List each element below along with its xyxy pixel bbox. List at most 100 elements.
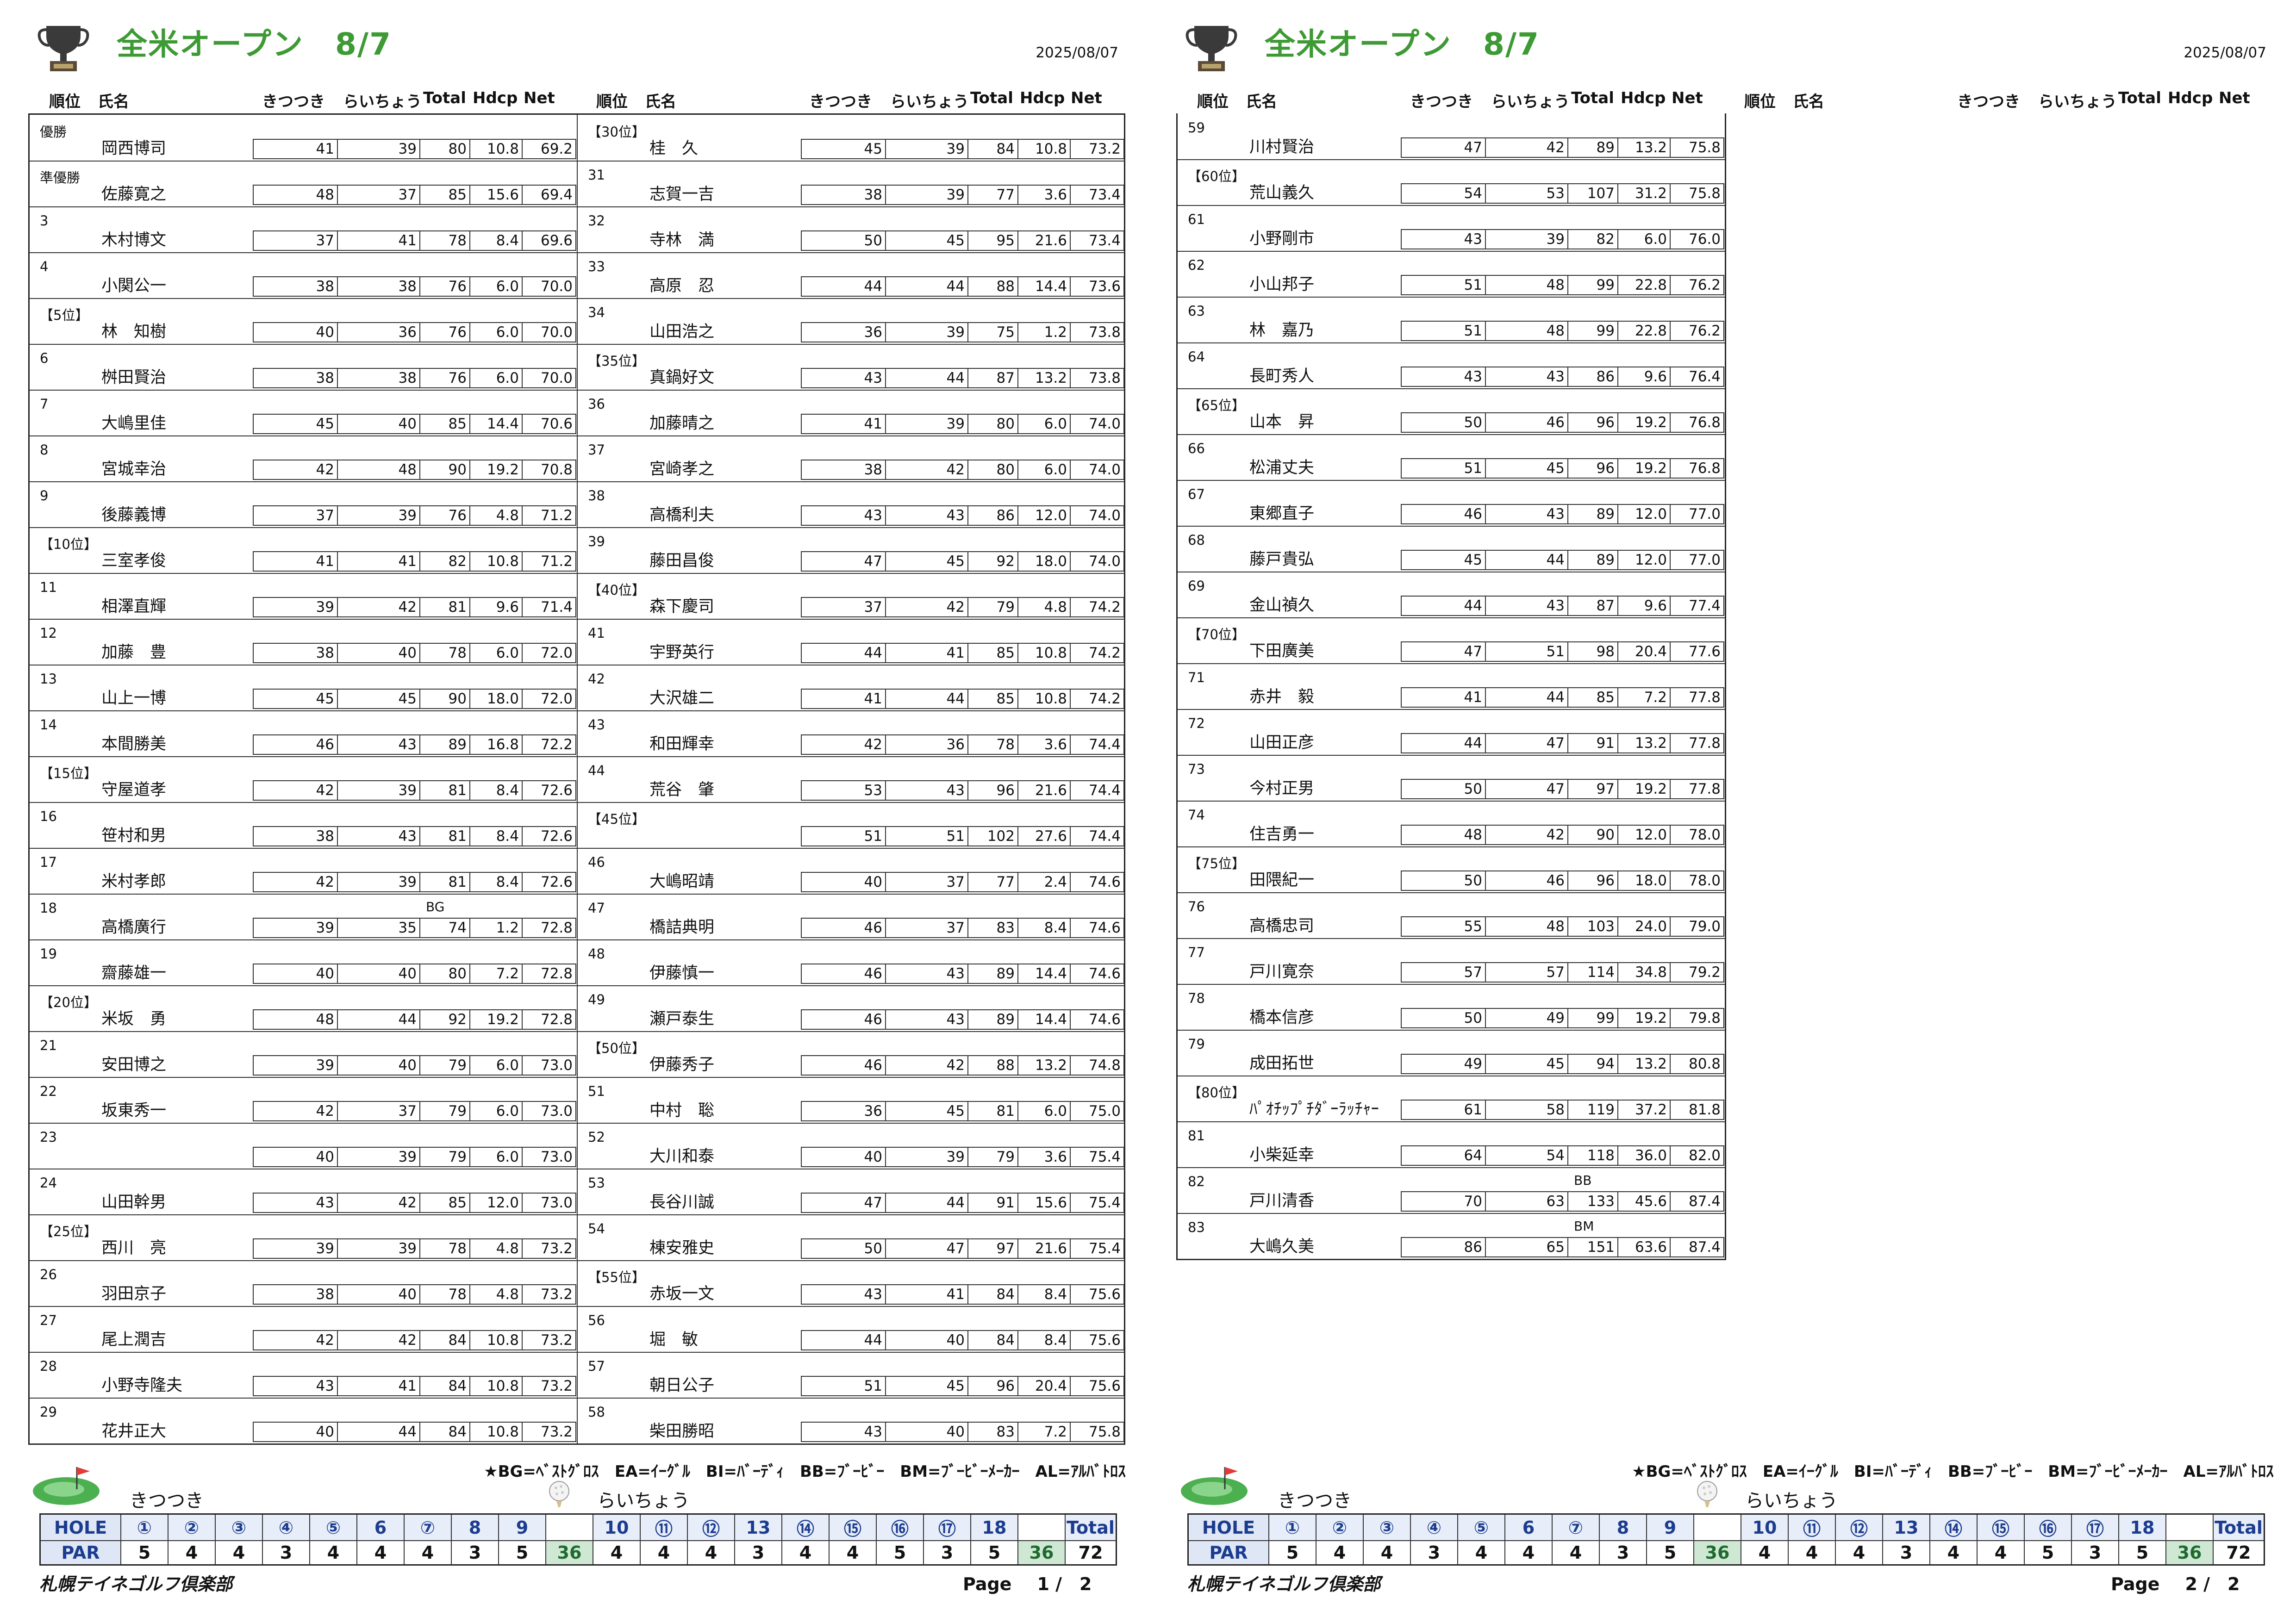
player-name: 相澤直輝 xyxy=(101,597,167,616)
table-row: 18 高橋廣行 BG 39 35 74 1.2 72.8 xyxy=(30,894,577,940)
score-cells: 48 37 85 15.6 69.4 xyxy=(253,185,576,205)
score-cells: 39 35 74 1.2 72.8 xyxy=(253,918,576,938)
rank-cell: 33 xyxy=(588,259,605,274)
in-score: 40 xyxy=(338,964,420,983)
out-score: 40 xyxy=(254,1148,338,1166)
out-score: 53 xyxy=(802,781,886,800)
hole-par-table: HOLE ① ② ③ ④ ⑤ 6 ⑦ 8 9 10 ⑪ ⑫ 13 ⑭ ⑮ ⑯ ⑰ 18 Total PAR 5 4 4 3 4 4 4… xyxy=(1187,1513,2265,1566)
total-score: 102 xyxy=(968,827,1018,846)
hole-par: 3 xyxy=(262,1540,310,1566)
handicap: 21.6 xyxy=(1018,781,1071,800)
hole-par: 5 xyxy=(970,1540,1018,1566)
table-row: 27 尾上潤吉 42 42 84 10.8 73.2 xyxy=(30,1306,577,1353)
total-score: 78 xyxy=(420,1239,470,1258)
handicap: 45.6 xyxy=(1618,1192,1671,1211)
table-row: 【75位】 田隈紀一 50 46 96 18.0 78.0 xyxy=(1178,846,1725,893)
total-label: Total xyxy=(1065,1513,1117,1541)
table-row: 68 藤戸貴弘 45 44 89 12.0 77.0 xyxy=(1178,526,1725,572)
net-score: 76.0 xyxy=(1688,231,1721,248)
score-cells: 51 48 99 22.8 76.2 xyxy=(1401,321,1724,341)
net-score: 75.0 xyxy=(1088,1103,1121,1119)
handicap: 4.8 xyxy=(470,1285,523,1304)
handicap: 6.0 xyxy=(470,1102,523,1120)
out-score: 41 xyxy=(802,690,886,708)
in-score: 39 xyxy=(886,323,968,342)
out-score: 44 xyxy=(802,1331,886,1349)
table-row: 59 川村賢治 47 42 89 13.2 75.8 xyxy=(1178,113,1725,160)
handicap: 6.0 xyxy=(470,277,523,296)
score-cells: 42 39 81 8.4 72.6 xyxy=(253,872,576,892)
header-in: らいちょう xyxy=(1491,93,1570,111)
out-score: 42 xyxy=(254,781,338,800)
out-score: 45 xyxy=(254,690,338,708)
table-row: 【55位】 赤坂一文 43 41 84 8.4 75.6 xyxy=(578,1260,1125,1307)
hole-number: ② xyxy=(168,1513,216,1541)
in-score: 36 xyxy=(338,323,420,342)
net-score: 73.0 xyxy=(540,1194,573,1211)
rank-cell: 78 xyxy=(1188,990,1205,1006)
total-score: 97 xyxy=(968,1239,1018,1258)
handicap: 10.8 xyxy=(470,140,523,158)
hole-number: ⑫ xyxy=(687,1513,735,1541)
score-cells: 47 42 89 13.2 75.8 xyxy=(1401,137,1724,158)
in-score: 44 xyxy=(1486,688,1568,707)
net-score: 73.6 xyxy=(1088,278,1121,295)
handicap: 19.2 xyxy=(470,1010,523,1029)
header-hdcp: Hdcp xyxy=(1621,89,1666,107)
table-row: 67 東郷直子 46 43 89 12.0 77.0 xyxy=(1178,480,1725,527)
out-score: 61 xyxy=(1402,1101,1486,1119)
table-row: 57 朝日公子 51 45 96 20.4 75.6 xyxy=(578,1352,1125,1399)
in-score: 43 xyxy=(886,1010,968,1029)
rank-cell: 82 xyxy=(1188,1174,1205,1189)
score-cells: 36 45 81 6.0 75.0 xyxy=(801,1101,1124,1121)
header-hdcp: Hdcp xyxy=(2168,89,2213,107)
out-score: 51 xyxy=(1402,276,1486,294)
in-score: 41 xyxy=(886,1285,968,1304)
net-score: 74.6 xyxy=(1088,874,1121,890)
player-name: 住吉勇一 xyxy=(1249,825,1315,844)
handicap: 8.4 xyxy=(470,827,523,846)
handicap: 10.8 xyxy=(1018,644,1071,662)
total-score: 107 xyxy=(1568,184,1618,203)
rank-cell: 32 xyxy=(588,213,605,229)
total-score: 74 xyxy=(420,919,470,937)
rank-cell: 37 xyxy=(588,442,605,458)
out-score: 47 xyxy=(802,552,886,571)
net-score: 77.8 xyxy=(1688,735,1721,752)
score-cells: 43 41 84 8.4 75.6 xyxy=(801,1284,1124,1305)
handicap: 19.2 xyxy=(1618,413,1671,432)
total-score: 82 xyxy=(1568,230,1618,249)
net-score: 72.8 xyxy=(540,920,573,936)
score-cells: 44 43 87 9.6 77.4 xyxy=(1401,596,1724,616)
score-cells: 46 42 88 13.2 74.8 xyxy=(801,1055,1124,1076)
score-cells: 50 45 95 21.6 73.4 xyxy=(801,230,1124,251)
hole-number: 6 xyxy=(1504,1513,1553,1541)
in-score: 40 xyxy=(338,1056,420,1075)
hole-number: ⑭ xyxy=(781,1513,830,1541)
par-label: PAR xyxy=(1187,1540,1269,1566)
total-score: 81 xyxy=(420,598,470,616)
in-score: 48 xyxy=(338,460,420,479)
total-score: 80 xyxy=(968,460,1018,479)
player-name: 宮城幸治 xyxy=(101,460,167,479)
score-legend: ★BG=ﾍﾞｽﾄｸﾞﾛｽ EA=ｲｰｸﾞﾙ BI=ﾊﾞｰﾃﾞｨ BB=ﾌﾞｰﾋﾞ… xyxy=(1632,1462,2274,1481)
player-name: 川村賢治 xyxy=(1249,138,1315,156)
table-row: 62 小山邦子 51 48 99 22.8 76.2 xyxy=(1178,251,1725,298)
in-score: 45 xyxy=(886,552,968,571)
net-score: 77.8 xyxy=(1688,781,1721,797)
rank-cell: 31 xyxy=(588,167,605,183)
total-score: 81 xyxy=(420,781,470,800)
table-row: 52 大川和泰 40 39 79 3.6 75.4 xyxy=(578,1123,1125,1169)
out-score: 38 xyxy=(254,369,338,387)
total-score: 95 xyxy=(968,231,1018,250)
total-score: 151 xyxy=(1568,1238,1618,1256)
score-cells: 45 45 90 18.0 72.0 xyxy=(253,689,576,709)
out-score: 45 xyxy=(802,140,886,158)
rank-cell: 【25位】 xyxy=(40,1224,97,1239)
hole-par: 4 xyxy=(215,1540,263,1566)
total-score: 133 xyxy=(1568,1192,1618,1211)
header-name: 氏名 xyxy=(645,93,676,111)
column-headers: 順位 氏名 きつつき らいちょう Total Hdcp Net xyxy=(1176,86,1723,111)
total-score: 86 xyxy=(1568,367,1618,386)
out-score: 38 xyxy=(254,644,338,662)
